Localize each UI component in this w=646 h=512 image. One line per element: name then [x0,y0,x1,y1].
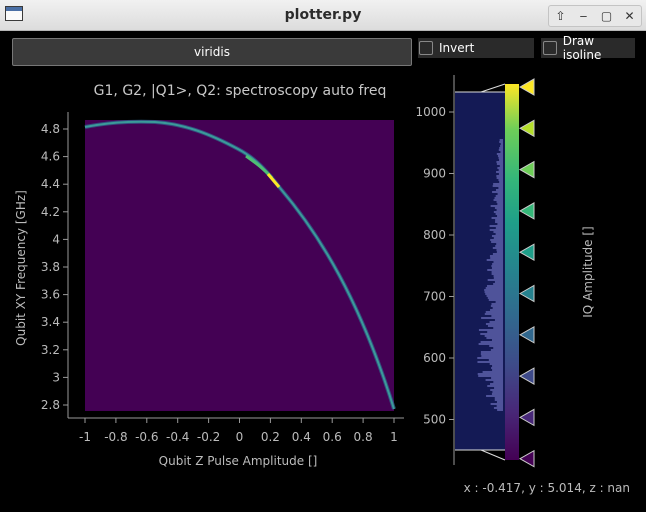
x-tick-label: 1 [390,430,398,444]
resonance-curve [84,120,395,410]
isoline-checkbox-box[interactable] [543,41,557,55]
x-axis-ticks: -1 -0.8 -0.6 -0.4 -0.2 0 0.2 0.4 0.6 0.8 1 [79,418,398,444]
x-tick-label: -0.4 [166,430,189,444]
minimize-icon[interactable]: ‒ [579,9,588,23]
x-tick-label: -0.2 [197,430,220,444]
x-tick-label: -1 [79,430,91,444]
gradient-stop-handle[interactable] [518,408,535,427]
colorbar-gradient[interactable] [505,84,519,460]
app-window-icon [5,6,23,21]
plot-title: G1, G2, |Q1>, Q2: spectroscopy auto freq [94,83,387,99]
cursor-status: x : -0.417, y : 5.014, z : nan [463,481,630,495]
x-tick-label: 0.6 [323,430,342,444]
gradient-stop-handle[interactable] [518,243,535,262]
colorbar-tick-label: 700 [423,290,446,304]
level-link-bottom [480,449,506,461]
close-icon[interactable]: ✕ [624,9,635,23]
x-tick-label: -0.8 [104,430,127,444]
histogram-bars [477,139,503,411]
gradient-stop-handle[interactable] [518,449,535,468]
gradient-stop-handle[interactable] [518,160,535,179]
colorbar-tick-label: 500 [423,413,446,427]
invert-checkbox[interactable]: Invert [418,38,534,58]
gradient-stop-handle[interactable] [518,78,535,96]
y-tick-label: 4.8 [41,122,60,136]
resonance-curve-bright-segment [245,154,274,179]
y-tick-label: 4.6 [41,150,60,164]
level-link-top [480,83,506,93]
window-title: plotter.py [284,7,362,23]
keep-above-icon[interactable]: ⇧ [555,9,566,23]
colormap-selector[interactable]: viridis [12,38,412,66]
y-tick-label: 4 [52,232,60,246]
x-tick-label: 0 [236,430,244,444]
gradient-stop-handle[interactable] [518,202,535,220]
y-tick-label: 3 [52,370,60,384]
heatmap-image[interactable] [85,120,394,411]
y-tick-label: 4.2 [41,205,60,219]
y-tick-label: 3.4 [41,315,60,329]
window-controls: ⇧ ‒ ▢ ✕ [548,5,642,27]
y-axis-ticks: 4.8 4.6 4.4 4.2 4 3.8 3.6 3.4 3.2 3 2.8 [41,122,68,412]
y-tick-label: 3.8 [41,260,60,274]
isoline-label: Draw isoline [562,34,602,62]
invert-label: Invert [439,41,475,55]
y-tick-label: 2.8 [41,398,60,412]
gradient-stop-handles[interactable] [518,78,535,468]
colorbar-tick-label: 1000 [415,105,446,119]
maximize-icon[interactable]: ▢ [600,9,613,23]
colorbar-label: IQ Amplitude [] [581,226,595,317]
colorbar-tick-label: 600 [423,351,446,365]
colorbar-tick-label: 900 [423,167,446,181]
x-tick-label: 0.4 [292,430,311,444]
draw-isoline-checkbox[interactable]: Draw isoline [541,34,635,62]
x-tick-label: 0.2 [261,430,280,444]
resonance-curve-peak-segment [266,173,281,188]
colorbar-tick-label: 800 [423,228,446,242]
y-tick-label: 3.6 [41,288,60,302]
x-tick-label: 0.8 [354,430,373,444]
resonance-curve-glow [84,119,396,410]
x-tick-label: -0.6 [135,430,158,444]
gradient-stop-handle[interactable] [518,284,535,303]
x-axis-label: Qubit Z Pulse Amplitude [] [159,454,318,468]
invert-checkbox-box[interactable] [419,41,433,55]
title-bar: plotter.py ⇧ ‒ ▢ ✕ [0,0,646,31]
y-tick-label: 3.2 [41,343,60,357]
colorbar-ticks: 1000 900 800 700 600 500 [415,105,454,427]
histogram-region[interactable] [455,92,505,450]
gradient-stop-handle[interactable] [518,119,535,138]
y-axis-label: Qubit XY Frequency [GHz] [14,190,28,346]
gradient-stop-handle[interactable] [518,367,535,385]
gradient-stop-handle[interactable] [518,325,535,344]
y-tick-label: 4.4 [41,177,60,191]
